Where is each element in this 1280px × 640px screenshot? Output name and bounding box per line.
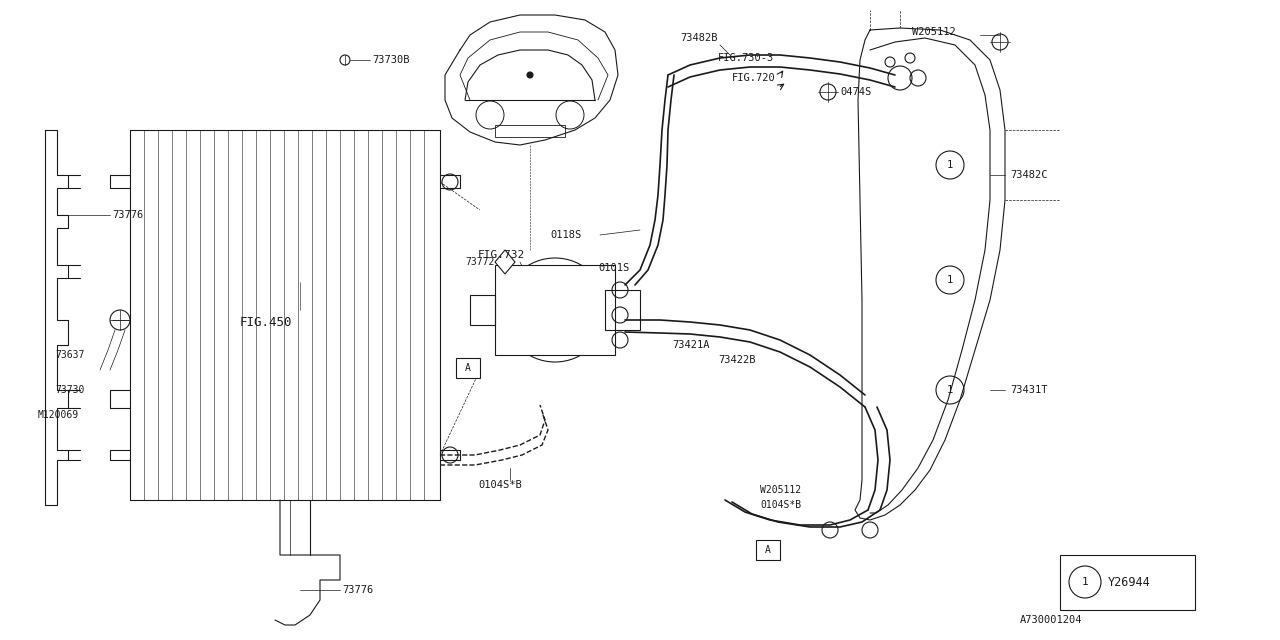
- Text: 73772: 73772: [465, 257, 494, 267]
- Bar: [756, 540, 780, 560]
- Text: 73730B: 73730B: [372, 55, 410, 65]
- Text: 73637: 73637: [55, 350, 84, 360]
- Text: 0101S: 0101S: [598, 263, 630, 273]
- Circle shape: [527, 72, 532, 78]
- Text: 1: 1: [947, 385, 954, 395]
- Bar: [605, 290, 640, 330]
- Text: FIG.732: FIG.732: [477, 250, 525, 260]
- Text: 1: 1: [1082, 577, 1088, 587]
- Bar: [456, 358, 480, 378]
- Text: 73776: 73776: [113, 210, 143, 220]
- Text: 0118S: 0118S: [550, 230, 581, 240]
- Text: 0104S*B: 0104S*B: [477, 480, 522, 490]
- Text: FIG.450: FIG.450: [241, 316, 293, 328]
- Bar: [470, 295, 495, 325]
- Text: 73431T: 73431T: [1010, 385, 1047, 395]
- Text: 0104S*B: 0104S*B: [760, 500, 801, 510]
- Text: FIG.720: FIG.720: [732, 73, 776, 83]
- Bar: [495, 265, 614, 355]
- Text: 73482B: 73482B: [680, 33, 718, 43]
- Text: FIG.730-3: FIG.730-3: [718, 53, 774, 63]
- Text: 0474S: 0474S: [840, 87, 872, 97]
- Text: 1: 1: [947, 275, 954, 285]
- Polygon shape: [495, 250, 515, 274]
- Text: W205112: W205112: [911, 27, 956, 37]
- Text: A730001204: A730001204: [1020, 615, 1083, 625]
- Text: 73730: 73730: [55, 385, 84, 395]
- Text: 73422B: 73422B: [718, 355, 755, 365]
- Bar: [495, 125, 564, 137]
- Text: A: A: [465, 363, 471, 373]
- Text: 73482C: 73482C: [1010, 170, 1047, 180]
- Text: A: A: [765, 545, 771, 555]
- Text: 1: 1: [947, 160, 954, 170]
- Bar: [1060, 555, 1196, 610]
- Text: Y26944: Y26944: [1108, 575, 1151, 589]
- Text: W205112: W205112: [760, 485, 801, 495]
- Text: 73776: 73776: [342, 585, 374, 595]
- Text: 73421A: 73421A: [672, 340, 709, 350]
- Text: M120069: M120069: [38, 410, 79, 420]
